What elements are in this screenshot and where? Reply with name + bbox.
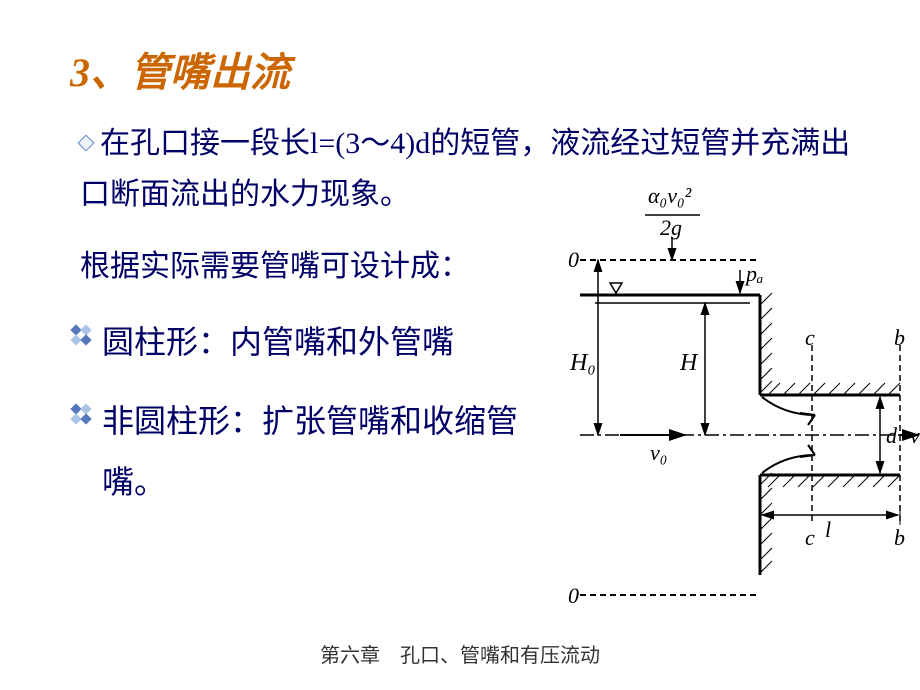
label-b-top: b xyxy=(894,325,905,351)
label-pa: pₐ xyxy=(746,261,763,287)
label-l: l xyxy=(825,517,831,543)
label-0-bot: 0 xyxy=(568,583,579,609)
label-v0: v₀ xyxy=(650,440,667,466)
diamond-bullet-icon xyxy=(78,135,95,152)
label-d: d xyxy=(886,423,897,449)
label-v: v xyxy=(910,423,920,449)
bullet-1-text: 圆柱形：内管嘴和外管嘴 xyxy=(102,312,454,373)
formula-denominator: 2g xyxy=(660,215,682,241)
bullet-2-text: 非圆柱形：扩张管嘴和收缩管嘴。 xyxy=(102,391,522,513)
label-H0: H₀ xyxy=(570,350,596,377)
label-c-top: c xyxy=(805,325,815,351)
label-c-bot: c xyxy=(805,525,815,551)
label-H: H xyxy=(680,350,697,377)
label-0-top: 0 xyxy=(568,247,579,273)
nozzle-diagram: α₀v₀² 2g 0 pₐ H₀ H v₀ c b d v l c b 0 xyxy=(550,175,920,615)
diamond-grid-icon xyxy=(70,324,92,346)
footer-text: 第六章 孔口、管嘴和有压流动 xyxy=(0,639,920,668)
slide-title: 3、管嘴出流 xyxy=(70,40,860,98)
diamond-grid-icon xyxy=(70,403,92,425)
label-b-bot: b xyxy=(894,525,905,551)
slide: 3、管嘴出流 在孔口接一段长l=(3～4)d的短管，液流经过短管并充满出口断面流… xyxy=(0,0,920,690)
formula-numerator: α₀v₀² xyxy=(648,183,691,209)
